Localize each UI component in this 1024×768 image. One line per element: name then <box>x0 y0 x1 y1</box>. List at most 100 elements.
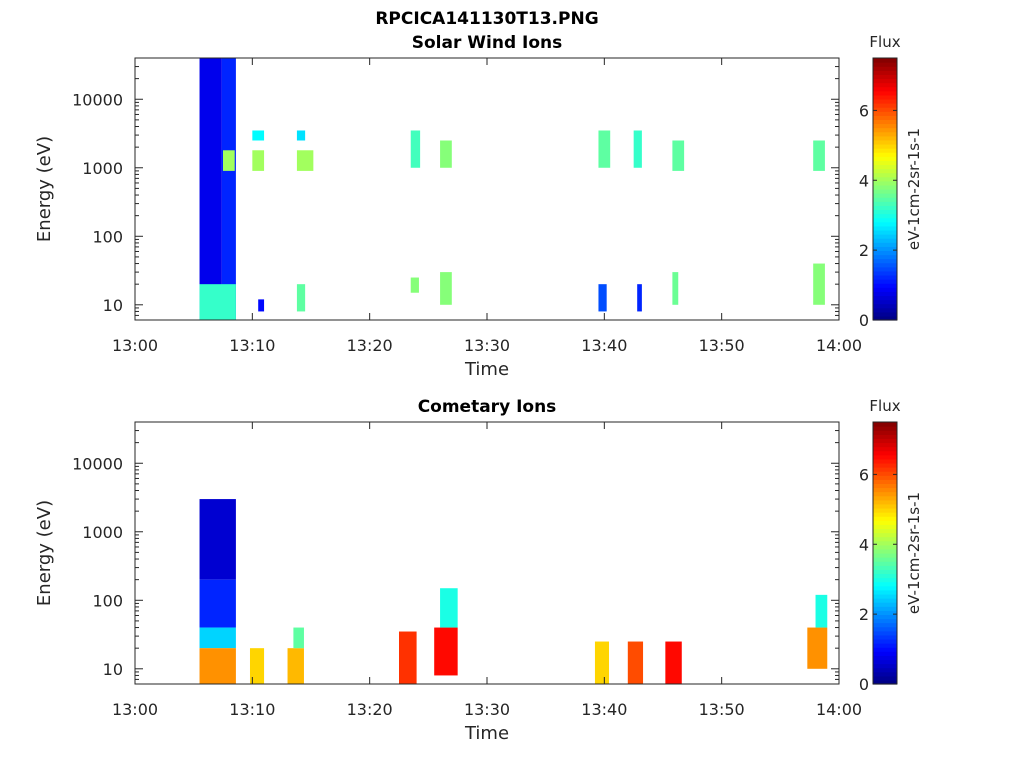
x-tick-label: 13:30 <box>464 700 510 719</box>
colorbar-swatch <box>873 143 897 149</box>
colorbar-tick-label: 4 <box>859 171 869 190</box>
y-tick-label: 100 <box>92 227 123 246</box>
colorbar-swatch <box>873 581 897 587</box>
colorbar-swatch <box>873 246 897 252</box>
plot-frame <box>134 57 840 321</box>
colorbar-swatch <box>873 303 897 309</box>
colorbar-swatch <box>873 422 897 427</box>
colorbar-swatch <box>873 561 897 566</box>
colorbar-swatch <box>873 569 897 575</box>
colorbar-swatch <box>873 160 897 166</box>
heatmap-cell <box>594 641 610 684</box>
colorbar-swatch <box>873 507 897 513</box>
heatmap-cell <box>223 150 235 171</box>
colorbar-swatch <box>873 434 897 439</box>
colorbar-swatch <box>873 438 897 444</box>
heatmap-cell <box>815 594 828 628</box>
x-tick-label: 13:00 <box>112 336 158 355</box>
colorbar-swatch <box>873 123 897 129</box>
colorbar-swatch <box>873 201 897 206</box>
colorbar-swatch <box>873 532 897 538</box>
colorbar-swatch <box>873 499 897 505</box>
colorbar-swatch <box>873 462 897 468</box>
colorbar-swatch <box>873 115 897 121</box>
x-tick-label: 13:40 <box>581 336 627 355</box>
colorbar-swatch <box>873 209 897 215</box>
colorbar-swatch <box>873 74 897 80</box>
heatmap-cell <box>199 499 236 580</box>
colorbar-swatch <box>873 156 897 161</box>
colorbar-swatch <box>873 193 897 198</box>
colorbar-title: Flux <box>869 397 900 415</box>
heatmap-cell <box>287 648 304 684</box>
colorbar-swatch <box>873 593 897 599</box>
colorbar-swatch <box>873 606 897 611</box>
colorbar-swatch <box>873 94 897 100</box>
colorbar-swatch <box>873 172 897 178</box>
colorbar-swatch <box>873 516 897 521</box>
heatmap-cell <box>199 579 236 628</box>
colorbar-swatch <box>873 78 897 84</box>
colorbar-swatch <box>873 197 897 202</box>
colorbar-swatch <box>873 287 897 292</box>
colorbar-swatch <box>873 663 897 669</box>
colorbar-swatch <box>873 176 897 182</box>
colorbar-swatch <box>873 467 897 472</box>
colorbar-tick-label: 2 <box>859 605 869 624</box>
colorbar-swatch <box>873 70 897 75</box>
colorbar-swatch <box>873 180 897 186</box>
heatmap-cells <box>199 58 825 320</box>
colorbar-swatch <box>873 610 897 616</box>
colorbar-swatch <box>873 540 897 546</box>
colorbar-swatch <box>873 258 897 264</box>
colorbar-swatch <box>873 626 897 632</box>
colorbar-swatch <box>873 107 897 112</box>
heatmap-cell <box>813 263 825 305</box>
colorbar-tick-label: 2 <box>859 241 869 260</box>
colorbar-tick-label: 0 <box>859 311 869 330</box>
y-tick-label: 10 <box>103 660 123 679</box>
colorbar-swatch <box>873 164 897 170</box>
heatmap-cell <box>199 648 236 684</box>
colorbar-swatch <box>873 475 897 480</box>
colorbar-swatch <box>873 483 897 489</box>
heatmap-cells <box>199 499 828 684</box>
colorbar-swatch <box>873 491 897 497</box>
colorbar-swatch <box>873 643 897 648</box>
y-tick-label: 10000 <box>72 454 123 473</box>
x-tick-label: 13:10 <box>229 336 275 355</box>
heatmap-cell <box>252 150 265 171</box>
colorbar-swatch <box>873 98 897 104</box>
heatmap-cell <box>672 140 685 171</box>
heatmap-cell <box>440 272 452 305</box>
colorbar-tick-label: 6 <box>859 465 869 484</box>
colorbar-swatch <box>873 58 897 63</box>
heatmap-cell <box>637 284 642 312</box>
colorbar-swatch <box>873 614 897 620</box>
colorbar-swatch <box>873 274 897 280</box>
colorbar-swatch <box>873 557 897 562</box>
heatmap-cell <box>440 588 458 628</box>
y-tick-label: 1000 <box>82 523 123 542</box>
colorbar-swatch <box>873 602 897 607</box>
colorbar-swatch <box>873 250 897 256</box>
colorbar-swatch <box>873 536 897 542</box>
colorbar-swatch <box>873 66 897 71</box>
colorbar-swatch <box>873 671 897 677</box>
heatmap-cell <box>293 627 304 649</box>
colorbar-swatch <box>873 86 897 92</box>
colorbar-swatch <box>873 548 897 554</box>
colorbar-swatch <box>873 90 897 96</box>
heatmap-cell <box>252 130 265 141</box>
colorbar-label: eV-1cm-2sr-1s-1 <box>905 128 923 250</box>
heatmap-cell <box>410 277 419 293</box>
colorbar-swatch <box>873 577 897 583</box>
colorbar-swatch <box>873 512 897 517</box>
colorbar-swatch <box>873 225 897 231</box>
colorbar-swatch <box>873 131 897 137</box>
colorbar-swatch <box>873 213 897 219</box>
x-tick-label: 13:20 <box>347 336 393 355</box>
colorbar-swatch <box>873 495 897 501</box>
panel-title: Solar Wind Ions <box>412 33 563 53</box>
colorbar-swatch <box>873 471 897 476</box>
